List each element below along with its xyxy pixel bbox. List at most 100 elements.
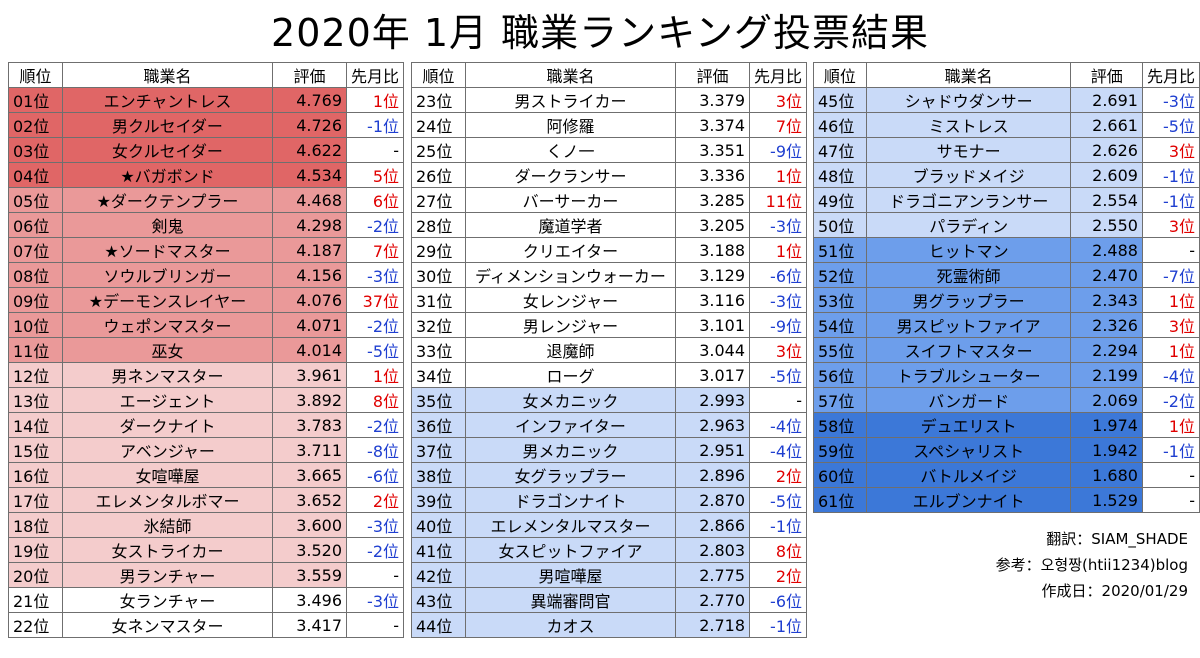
change-cell: 3位 bbox=[1141, 137, 1200, 163]
rank-cell: 41位 bbox=[411, 537, 466, 563]
score-cell: 3.374 bbox=[675, 112, 750, 138]
rank-cell: 22位 bbox=[8, 612, 63, 638]
rank-cell: 49位 bbox=[813, 187, 867, 213]
table-row: 18位 氷結師 3.600 -3位 bbox=[8, 512, 405, 538]
rank-cell: 15位 bbox=[8, 437, 63, 463]
score-cell: 4.534 bbox=[272, 162, 347, 188]
change-cell: 2位 bbox=[748, 562, 808, 588]
table-row: 55位 スイフトマスター 2.294 1位 bbox=[813, 337, 1200, 363]
change-cell: -8位 bbox=[345, 437, 405, 463]
change-cell: 11位 bbox=[748, 187, 808, 213]
ranking-table-1: 順位 職業名 評価 先月比 01位 エンチャントレス 4.769 1位 02位 男クルセイ… bbox=[8, 62, 405, 638]
change-cell: -3位 bbox=[345, 587, 405, 613]
job-name-cell: ウェポンマスター bbox=[62, 312, 273, 338]
rank-cell: 36位 bbox=[411, 412, 466, 438]
rank-cell: 47位 bbox=[813, 137, 867, 163]
score-cell: 4.071 bbox=[272, 312, 347, 338]
score-cell: 3.116 bbox=[675, 287, 750, 313]
score-cell: 4.156 bbox=[272, 262, 347, 288]
score-cell: 2.326 bbox=[1070, 312, 1143, 338]
table-row: 39位 ドラゴンナイト 2.870 -5位 bbox=[411, 487, 808, 513]
job-name-cell: 男レンジャー bbox=[465, 312, 676, 338]
score-cell: 2.626 bbox=[1070, 137, 1143, 163]
job-name-cell: 女喧嘩屋 bbox=[62, 462, 273, 488]
job-name-cell: ドラゴンナイト bbox=[465, 487, 676, 513]
change-cell: 2位 bbox=[345, 487, 405, 513]
job-name-cell: 男スピットファイア bbox=[865, 312, 1072, 338]
job-name-cell: ローグ bbox=[465, 362, 676, 388]
job-name-cell: 男ネンマスター bbox=[62, 362, 273, 388]
change-cell: -7位 bbox=[1141, 262, 1200, 288]
score-cell: 3.559 bbox=[272, 562, 347, 588]
change-cell: -6位 bbox=[748, 587, 808, 613]
credit-created-date: 作成日：2020/01/29 bbox=[1041, 582, 1188, 600]
score-cell: 3.101 bbox=[675, 312, 750, 338]
rank-cell: 13位 bbox=[8, 387, 63, 413]
job-name-cell: サモナー bbox=[865, 137, 1072, 163]
rank-cell: 50位 bbox=[813, 212, 867, 238]
table-row: 05位 ★ダークテンプラー 4.468 6位 bbox=[8, 187, 405, 213]
change-cell: 3位 bbox=[1141, 212, 1200, 238]
job-name-cell: バーサーカー bbox=[465, 187, 676, 213]
table-row: 15位 アベンジャー 3.711 -8位 bbox=[8, 437, 405, 463]
score-cell: 2.554 bbox=[1070, 187, 1143, 213]
rank-cell: 23位 bbox=[411, 87, 466, 113]
score-cell: 3.336 bbox=[675, 162, 750, 188]
rank-cell: 19位 bbox=[8, 537, 63, 563]
table-row: 32位 男レンジャー 3.101 -9位 bbox=[411, 312, 808, 338]
change-cell: - bbox=[1141, 237, 1200, 263]
score-cell: 3.417 bbox=[272, 612, 347, 638]
score-cell: 2.343 bbox=[1070, 287, 1143, 313]
score-cell: 1.942 bbox=[1070, 437, 1143, 463]
change-cell: -1位 bbox=[748, 612, 808, 638]
job-name-cell: ★ソードマスター bbox=[62, 237, 273, 263]
score-cell: 3.600 bbox=[272, 512, 347, 538]
change-cell: -6位 bbox=[345, 462, 405, 488]
change-cell: 6位 bbox=[345, 187, 405, 213]
table-row: 25位 くノ一 3.351 -9位 bbox=[411, 137, 808, 163]
table-row: 14位 ダークナイト 3.783 -2位 bbox=[8, 412, 405, 438]
rank-cell: 43位 bbox=[411, 587, 466, 613]
change-cell: 7位 bbox=[345, 237, 405, 263]
table-row: 33位 退魔師 3.044 3位 bbox=[411, 337, 808, 363]
table-row: 08位 ソウルブリンガー 4.156 -3位 bbox=[8, 262, 405, 288]
change-cell: -3位 bbox=[748, 287, 808, 313]
job-name-cell: インファイター bbox=[465, 412, 676, 438]
table-row: 53位 男グラップラー 2.343 1位 bbox=[813, 287, 1200, 313]
score-cell: 2.609 bbox=[1070, 162, 1143, 188]
rank-cell: 30位 bbox=[411, 262, 466, 288]
rank-cell: 32位 bbox=[411, 312, 466, 338]
score-cell: 4.726 bbox=[272, 112, 347, 138]
rank-cell: 35位 bbox=[411, 387, 466, 413]
change-cell: - bbox=[1141, 462, 1200, 488]
change-cell: -5位 bbox=[345, 337, 405, 363]
rank-cell: 28位 bbox=[411, 212, 466, 238]
job-name-cell: 退魔師 bbox=[465, 337, 676, 363]
table-row: 27位 バーサーカー 3.285 11位 bbox=[411, 187, 808, 213]
rank-cell: 37位 bbox=[411, 437, 466, 463]
header-rank: 順位 bbox=[8, 62, 63, 88]
table-row: 26位 ダークランサー 3.336 1位 bbox=[411, 162, 808, 188]
table-row: 50位 パラディン 2.550 3位 bbox=[813, 212, 1200, 238]
rank-cell: 29位 bbox=[411, 237, 466, 263]
rank-cell: 48位 bbox=[813, 162, 867, 188]
job-name-cell: 魔道学者 bbox=[465, 212, 676, 238]
rank-cell: 26位 bbox=[411, 162, 466, 188]
table-row: 31位 女レンジャー 3.116 -3位 bbox=[411, 287, 808, 313]
rank-cell: 52位 bbox=[813, 262, 867, 288]
job-name-cell: クリエイター bbox=[465, 237, 676, 263]
job-name-cell: 女クルセイダー bbox=[62, 137, 273, 163]
score-cell: 2.775 bbox=[675, 562, 750, 588]
credit-translator: 翻訳：SIAM_SHADE bbox=[1046, 530, 1188, 548]
score-cell: 2.470 bbox=[1070, 262, 1143, 288]
table-row: 44位 カオス 2.718 -1位 bbox=[411, 612, 808, 638]
rank-cell: 27位 bbox=[411, 187, 466, 213]
rank-cell: 55位 bbox=[813, 337, 867, 363]
score-cell: 4.298 bbox=[272, 212, 347, 238]
change-cell: 1位 bbox=[1141, 287, 1200, 313]
change-cell: -1位 bbox=[1141, 187, 1200, 213]
change-cell: -2位 bbox=[345, 212, 405, 238]
rank-cell: 04位 bbox=[8, 162, 63, 188]
score-cell: 4.014 bbox=[272, 337, 347, 363]
rank-cell: 31位 bbox=[411, 287, 466, 313]
